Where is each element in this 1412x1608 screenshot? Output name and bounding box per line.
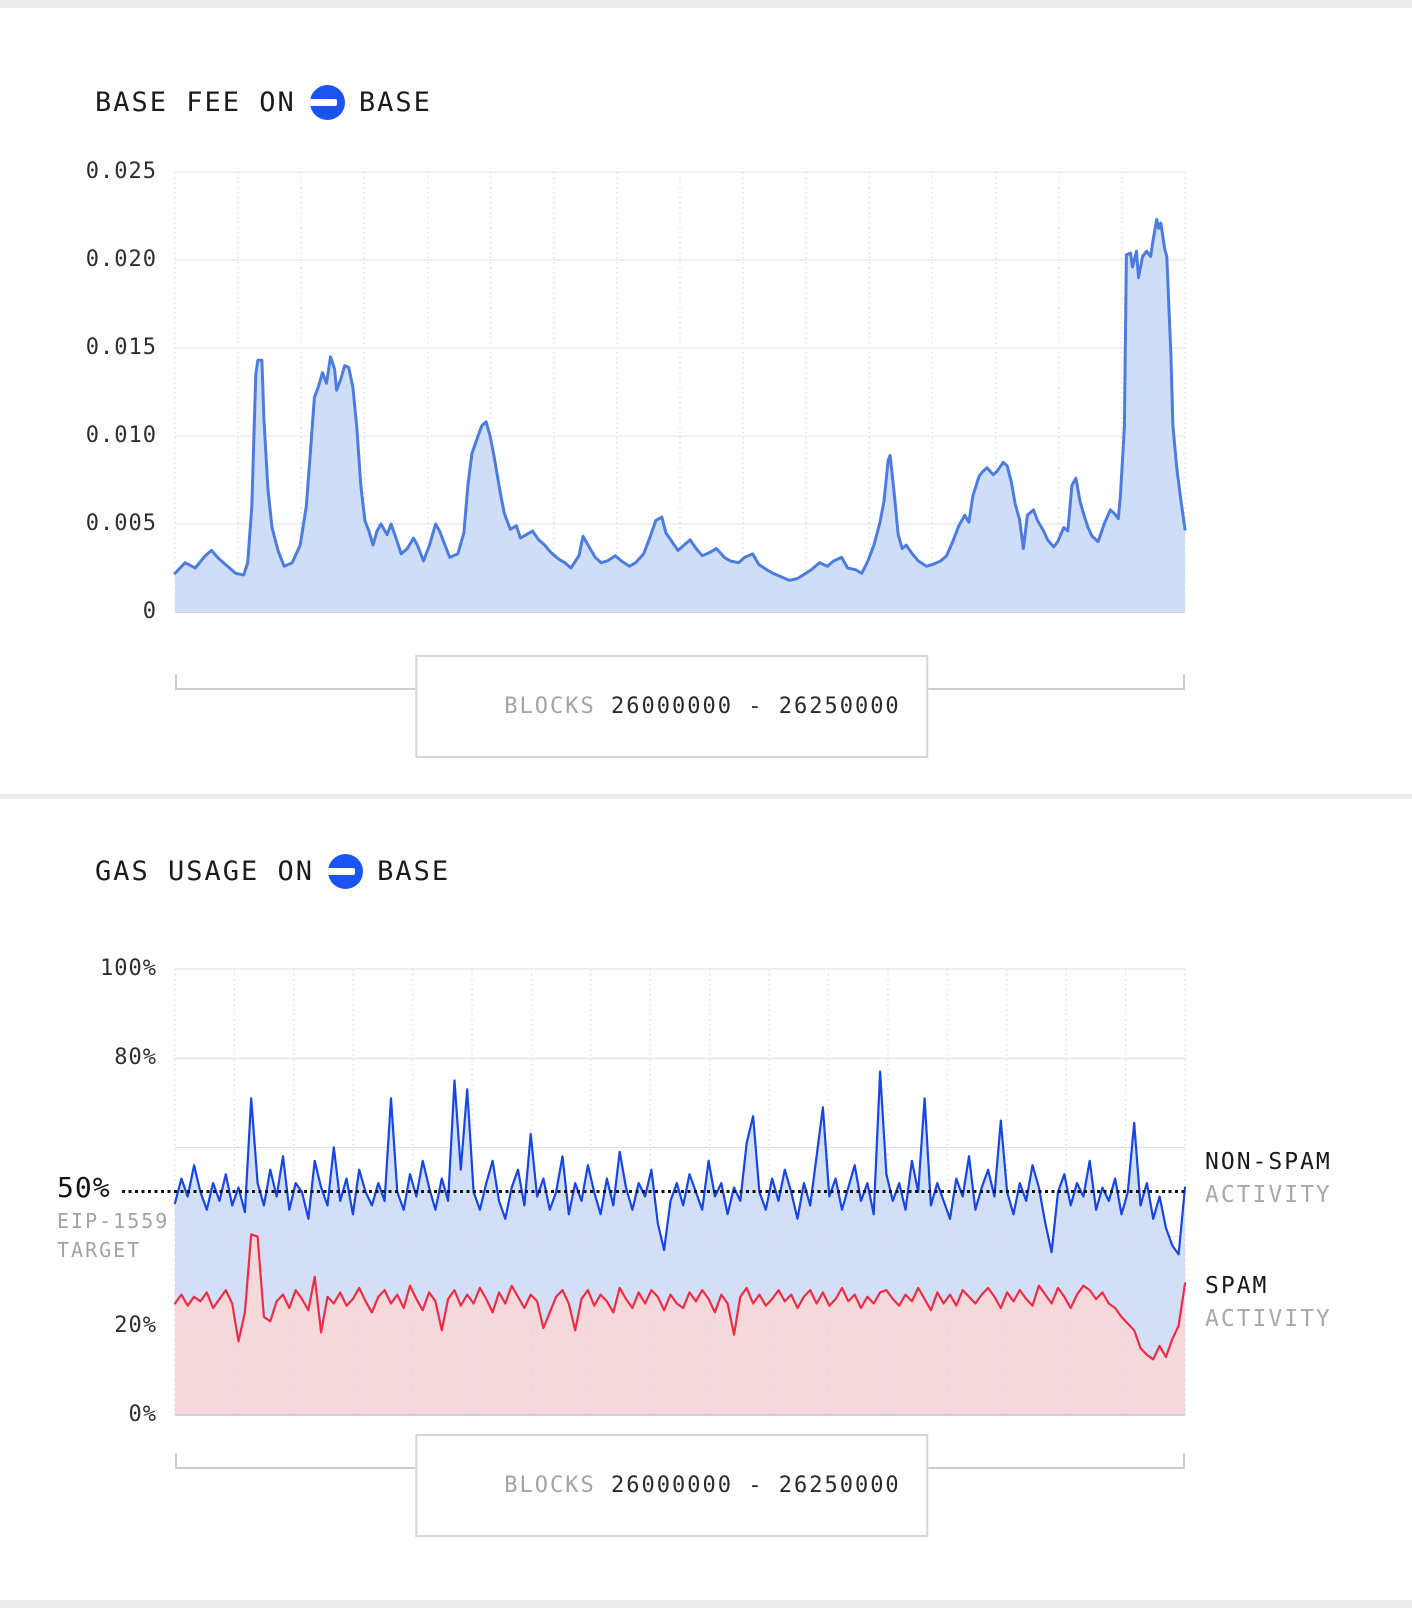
- spam-activity-label: SPAM ACTIVITY: [1205, 1273, 1332, 1332]
- base-fee-panel: BASE FEE ON BASE BLOCKS 26000000 - 26250…: [0, 8, 1412, 794]
- blocks-label: BLOCKS: [504, 694, 596, 719]
- title-chain: BASE: [358, 87, 432, 118]
- blocks-range-box: BLOCKS 26000000 - 26250000: [415, 1434, 929, 1537]
- base-logo-icon: [309, 85, 345, 120]
- y-tick-label: 80%: [114, 1045, 157, 1071]
- y-tick-label: 0.005: [85, 511, 157, 536]
- y-tick-label: 0%: [128, 1402, 157, 1427]
- target-sub-1: EIP-1559: [57, 1209, 170, 1233]
- target-sub-2: TARGET: [57, 1238, 142, 1262]
- y-tick-label: 0.010: [85, 423, 157, 448]
- eip1559-target-label: 50% EIP-1559 TARGET: [57, 1171, 170, 1262]
- title-prefix: BASE FEE ON: [95, 87, 296, 118]
- gas-usage-chart-title: GAS USAGE ON BASE: [95, 854, 450, 889]
- eip1559-target-line: [122, 1190, 1185, 1193]
- title-chain: BASE: [377, 856, 451, 887]
- y-tick-label: 100%: [100, 956, 157, 981]
- gas-usage-panel: GAS USAGE ON BASE 50% EIP-1559 TARGET NO…: [0, 799, 1412, 1600]
- base-fee-chart-title: BASE FEE ON BASE: [95, 85, 432, 120]
- base-logo-icon: [328, 854, 364, 889]
- y-tick-label: 20%: [114, 1312, 157, 1338]
- target-percent: 50%: [57, 1171, 111, 1204]
- non-spam-activity-label: NON-SPAM ACTIVITY: [1205, 1149, 1332, 1208]
- gas-usage-chart: [173, 968, 1187, 1416]
- blocks-range: 26000000 - 26250000: [611, 694, 901, 719]
- blocks-range: 26000000 - 26250000: [611, 1473, 901, 1498]
- blocks-range-box: BLOCKS 26000000 - 26250000: [415, 655, 929, 758]
- y-tick-label: 0.020: [85, 247, 157, 272]
- y-tick-label: 0: [142, 599, 157, 624]
- y-tick-label: 0.025: [85, 159, 157, 184]
- y-tick-label: 0.015: [85, 335, 157, 360]
- base-fee-chart: [173, 171, 1187, 613]
- base-logo-bar: [328, 868, 356, 875]
- blocks-label: BLOCKS: [504, 1473, 596, 1498]
- title-prefix: GAS USAGE ON: [95, 856, 315, 887]
- base-logo-bar: [309, 99, 337, 106]
